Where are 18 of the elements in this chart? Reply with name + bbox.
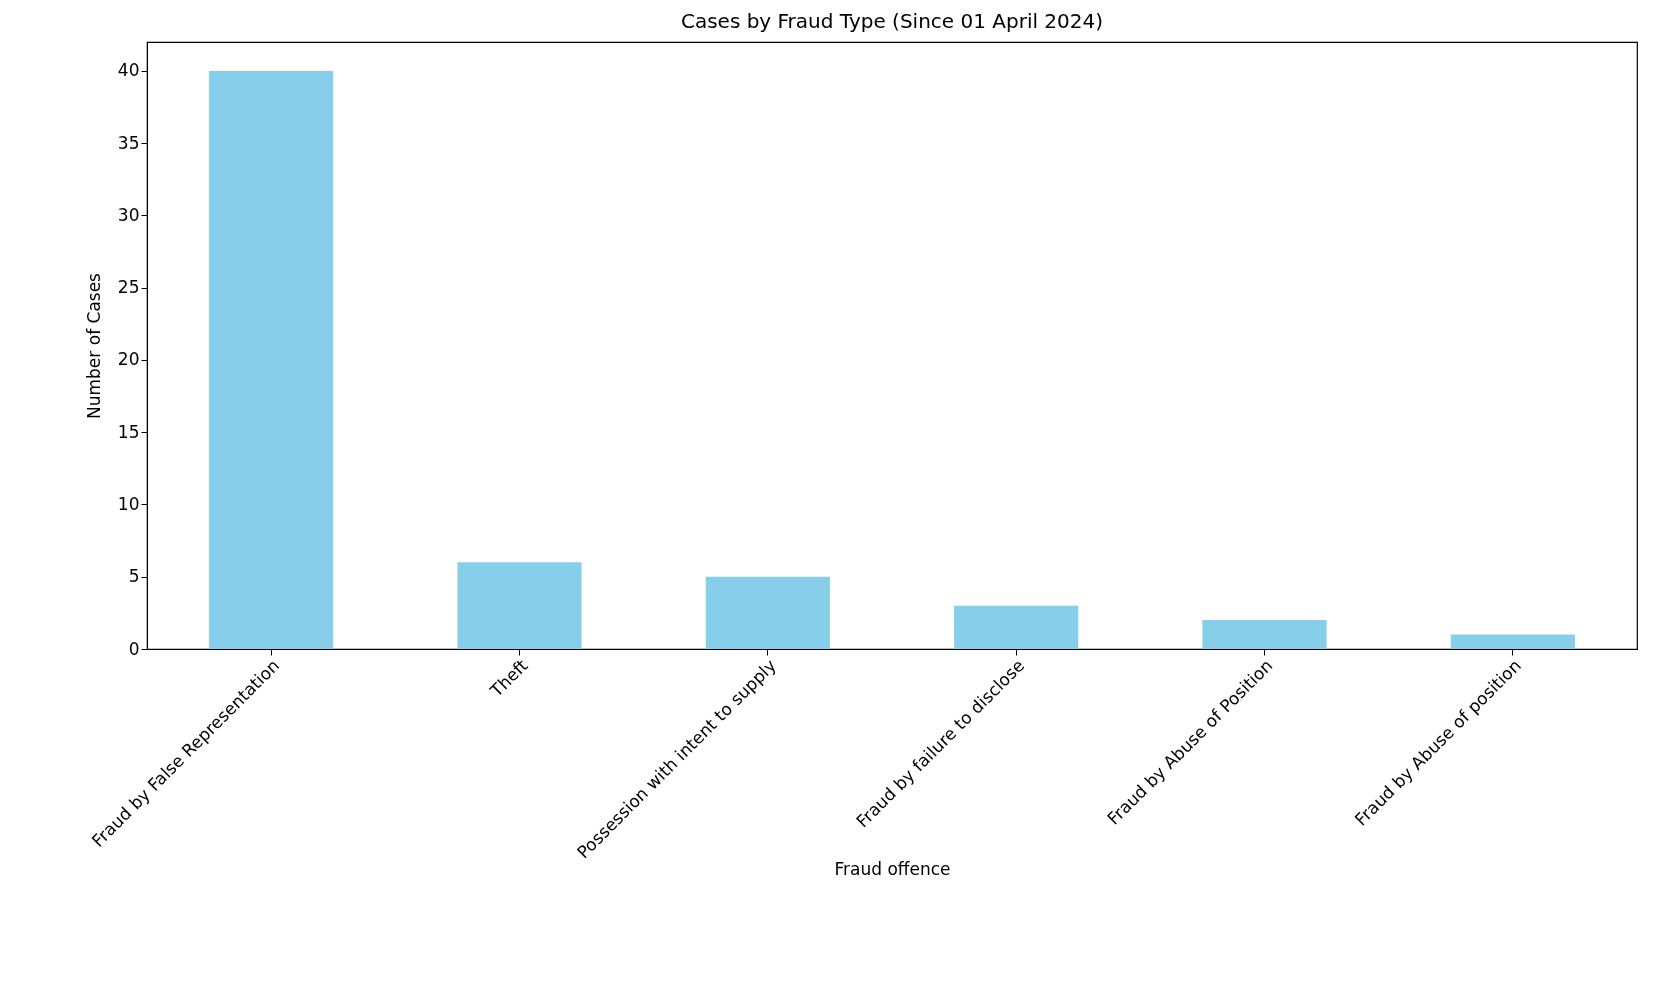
y-tick-label: 10	[117, 493, 140, 514]
y-tick-label: 25	[117, 277, 140, 298]
y-tick-label: 40	[117, 60, 140, 81]
y-tick-label: 30	[117, 204, 140, 225]
y-tick-label: 15	[117, 421, 140, 442]
bar	[209, 70, 334, 649]
bar	[457, 562, 582, 649]
y-axis-title: Number of Cases	[83, 272, 104, 419]
y-tick-label: 20	[117, 349, 140, 370]
y-tick-label: 35	[117, 132, 140, 153]
bar	[1202, 620, 1327, 649]
bar	[1450, 634, 1575, 649]
y-tick-label: 5	[128, 566, 140, 587]
bar	[705, 576, 830, 649]
bar	[954, 605, 1079, 649]
x-axis-title: Fraud offence	[834, 858, 951, 879]
y-tick-label: 0	[128, 638, 140, 659]
chart-title: Cases by Fraud Type (Since 01 April 2024)	[680, 9, 1104, 33]
